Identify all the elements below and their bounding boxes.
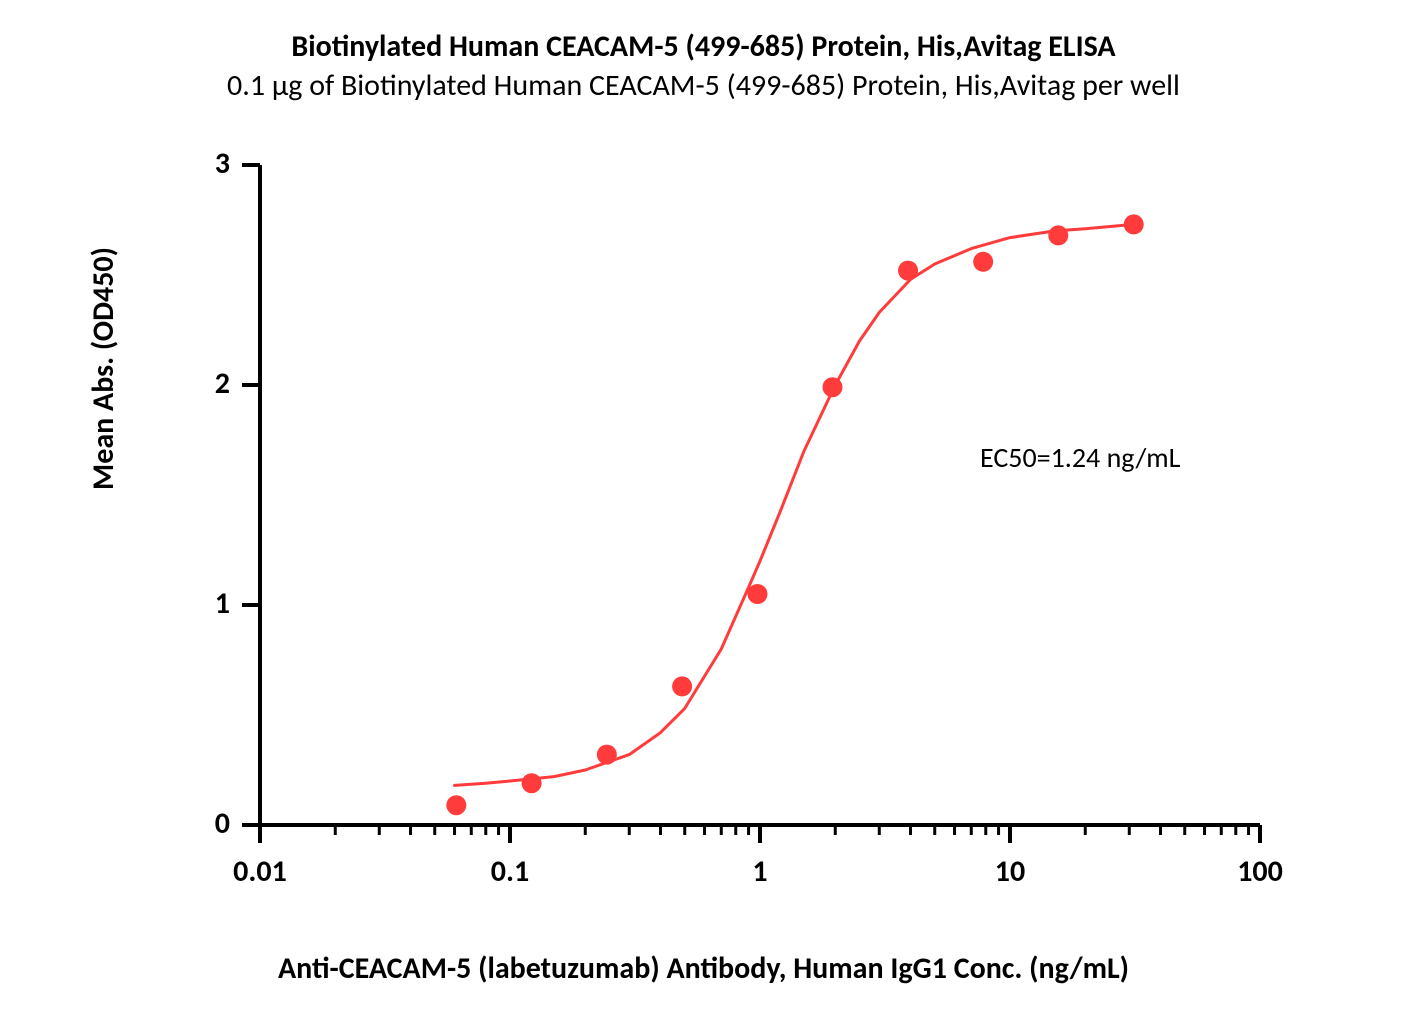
plot-area: 01230.010.1110100 EC50=1.24 ng/mL: [260, 165, 1260, 825]
y-tick-label: 1: [170, 585, 230, 622]
x-tick-label: 0.01: [210, 853, 310, 890]
chart-title: Biotinylated Human CEACAM-5 (499-685) Pr…: [0, 28, 1407, 65]
y-tick-label: 2: [170, 365, 230, 402]
ec50-annotation: EC50=1.24 ng/mL: [980, 440, 1180, 475]
y-tick-label: 0: [170, 805, 230, 842]
x-tick-label: 0.1: [460, 853, 560, 890]
chart-container: Biotinylated Human CEACAM-5 (499-685) Pr…: [0, 0, 1407, 1032]
title-block: Biotinylated Human CEACAM-5 (499-685) Pr…: [0, 0, 1407, 104]
chart-svg: [260, 165, 1260, 825]
y-axis-label: Mean Abs. (OD450): [85, 247, 122, 490]
y-tick-label: 3: [170, 145, 230, 182]
x-axis-label: Anti-CEACAM-5 (labetuzumab) Antibody, Hu…: [0, 950, 1407, 987]
x-tick-label: 100: [1210, 853, 1310, 890]
chart-subtitle: 0.1 μg of Biotinylated Human CEACAM-5 (4…: [0, 67, 1407, 104]
x-tick-label: 1: [710, 853, 810, 890]
x-tick-label: 10: [960, 853, 1060, 890]
